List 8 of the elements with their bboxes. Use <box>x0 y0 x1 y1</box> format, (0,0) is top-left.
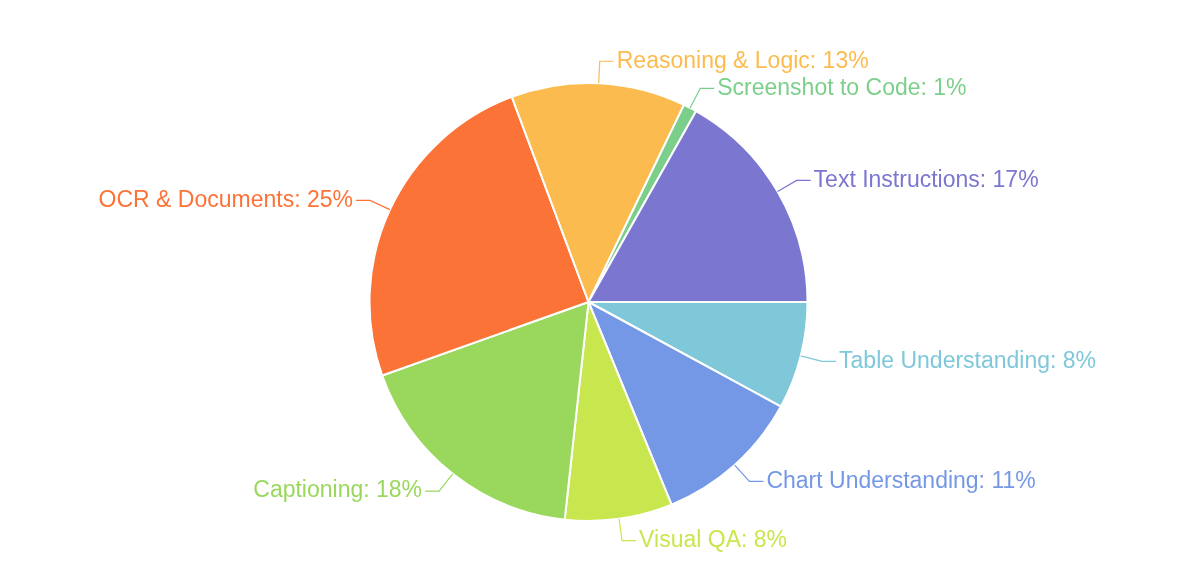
slice-label: Chart Understanding: 11% <box>766 466 1036 493</box>
slice-label: OCR & Documents: 25% <box>98 185 353 212</box>
slice-label: Text Instructions: 17% <box>813 165 1039 192</box>
slice-label: Visual QA: 8% <box>639 525 787 552</box>
slice-label: Screenshot to Code: 1% <box>717 73 967 100</box>
slice-label: Table Understanding: 8% <box>839 346 1097 373</box>
slice-label: Reasoning & Logic: 13% <box>616 46 869 73</box>
slice-label: Captioning: 18% <box>253 476 423 503</box>
